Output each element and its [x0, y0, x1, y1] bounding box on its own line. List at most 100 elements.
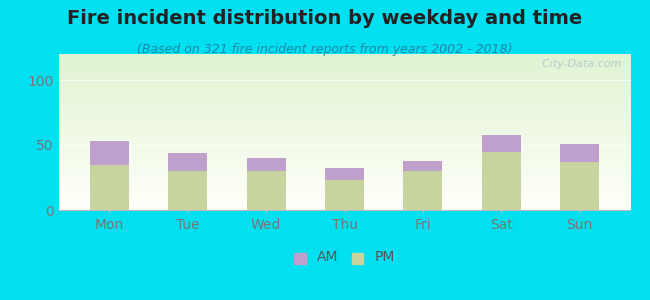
- Bar: [58, 64, 630, 65]
- Bar: [58, 119, 630, 120]
- Bar: [58, 78, 630, 79]
- Bar: [58, 91, 630, 92]
- Bar: [58, 149, 630, 150]
- Bar: [58, 125, 630, 126]
- Bar: [58, 199, 630, 200]
- Bar: [58, 108, 630, 109]
- Bar: [246, 158, 286, 171]
- Bar: [58, 163, 630, 164]
- Text: Fire incident distribution by weekday and time: Fire incident distribution by weekday an…: [68, 9, 582, 28]
- Bar: [58, 61, 630, 62]
- Bar: [58, 192, 630, 193]
- Bar: [58, 101, 630, 102]
- Bar: [58, 186, 630, 187]
- Text: (Based on 321 fire incident reports from years 2002 - 2018): (Based on 321 fire incident reports from…: [137, 44, 513, 56]
- Bar: [58, 147, 630, 148]
- Bar: [58, 99, 630, 100]
- Bar: [58, 97, 630, 98]
- Bar: [58, 104, 630, 105]
- Bar: [58, 79, 630, 80]
- Bar: [90, 164, 129, 210]
- Bar: [58, 69, 630, 70]
- Bar: [58, 70, 630, 71]
- Bar: [58, 145, 630, 146]
- Bar: [58, 72, 630, 73]
- Bar: [58, 57, 630, 58]
- Bar: [58, 95, 630, 96]
- Bar: [58, 100, 630, 101]
- Bar: [58, 195, 630, 196]
- Bar: [58, 116, 630, 117]
- Bar: [58, 169, 630, 170]
- Bar: [58, 131, 630, 132]
- Bar: [58, 136, 630, 137]
- Bar: [58, 190, 630, 191]
- Bar: [58, 83, 630, 84]
- Bar: [58, 81, 630, 82]
- Bar: [58, 54, 630, 55]
- Bar: [58, 202, 630, 203]
- Bar: [58, 94, 630, 95]
- Bar: [58, 111, 630, 112]
- Bar: [58, 68, 630, 69]
- Bar: [58, 129, 630, 130]
- Bar: [403, 160, 443, 171]
- Bar: [58, 144, 630, 145]
- Bar: [58, 137, 630, 138]
- Bar: [58, 121, 630, 122]
- Bar: [325, 180, 364, 210]
- Bar: [58, 65, 630, 66]
- Bar: [58, 59, 630, 60]
- Bar: [58, 133, 630, 134]
- Bar: [58, 67, 630, 68]
- Bar: [58, 93, 630, 94]
- Bar: [58, 60, 630, 61]
- Bar: [560, 162, 599, 210]
- Bar: [58, 126, 630, 127]
- Bar: [58, 167, 630, 168]
- Bar: [58, 191, 630, 192]
- Bar: [58, 155, 630, 156]
- Bar: [58, 203, 630, 204]
- Bar: [58, 75, 630, 76]
- Bar: [168, 153, 207, 171]
- Bar: [58, 150, 630, 151]
- Bar: [482, 152, 521, 210]
- Bar: [58, 96, 630, 97]
- Bar: [58, 158, 630, 159]
- Bar: [58, 118, 630, 119]
- Bar: [58, 179, 630, 180]
- Bar: [58, 89, 630, 90]
- Bar: [58, 120, 630, 121]
- Bar: [58, 188, 630, 189]
- Bar: [58, 76, 630, 77]
- Bar: [58, 73, 630, 74]
- Bar: [58, 140, 630, 141]
- Bar: [58, 148, 630, 149]
- Bar: [58, 90, 630, 91]
- Bar: [325, 168, 364, 180]
- Bar: [246, 171, 286, 210]
- Bar: [58, 169, 630, 170]
- Bar: [58, 152, 630, 153]
- Bar: [58, 194, 630, 195]
- Bar: [403, 171, 443, 210]
- Bar: [58, 107, 630, 108]
- Bar: [58, 128, 630, 129]
- Bar: [560, 144, 599, 162]
- Bar: [58, 123, 630, 124]
- Bar: [58, 193, 630, 194]
- Bar: [58, 55, 630, 56]
- Bar: [58, 180, 630, 181]
- Bar: [58, 85, 630, 86]
- Bar: [58, 102, 630, 103]
- Bar: [58, 151, 630, 152]
- Bar: [58, 156, 630, 157]
- Bar: [58, 201, 630, 202]
- Bar: [58, 157, 630, 158]
- Bar: [58, 198, 630, 199]
- Bar: [58, 66, 630, 67]
- Bar: [58, 122, 630, 123]
- Bar: [58, 178, 630, 179]
- Bar: [58, 117, 630, 118]
